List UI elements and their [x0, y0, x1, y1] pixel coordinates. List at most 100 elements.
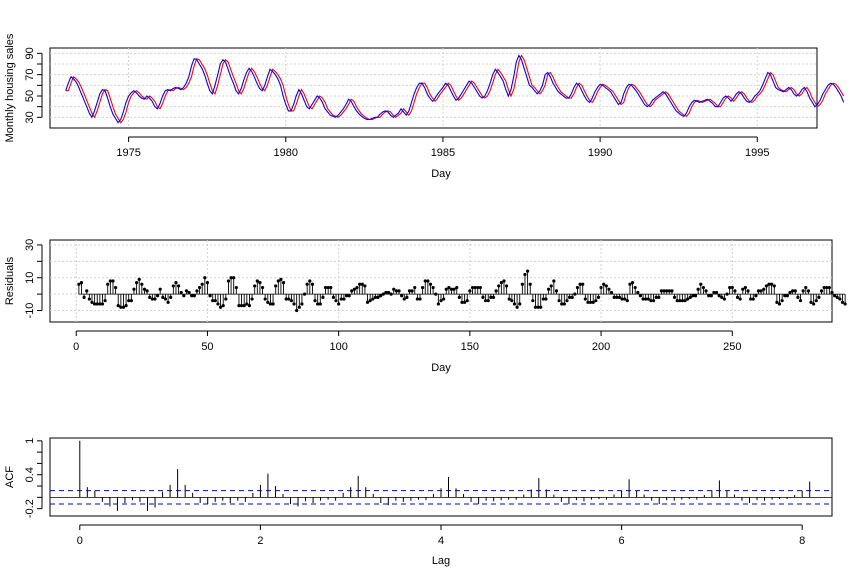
residual-point [620, 297, 624, 301]
residual-point [549, 284, 553, 288]
residual-point [195, 289, 199, 293]
residual-point [833, 294, 837, 298]
residual-point [268, 302, 273, 306]
residual-point [835, 295, 839, 299]
residual-point [770, 282, 774, 286]
residual-point [95, 302, 99, 306]
residual-point [525, 269, 530, 273]
residual-point [108, 279, 112, 283]
residual-point [502, 279, 506, 283]
residual-point [318, 302, 322, 306]
residual-point [714, 290, 719, 295]
residual-point [363, 284, 367, 288]
residual-point [583, 297, 587, 301]
residual-point [145, 289, 149, 293]
residual-point [457, 295, 461, 299]
residual-point [607, 287, 611, 291]
residual-point [292, 302, 296, 306]
residual-point [232, 276, 236, 280]
residual-point [310, 282, 315, 286]
residual-point [347, 294, 351, 298]
residual-point [85, 289, 89, 293]
residual-point [722, 297, 727, 301]
residual-point [581, 282, 585, 286]
residual-point [313, 299, 317, 303]
residual-point [746, 289, 750, 293]
residual-point [365, 300, 370, 304]
acf-confidence-bounds [50, 490, 832, 505]
residual-point [523, 272, 527, 277]
residual-point [560, 302, 564, 306]
residual-point [662, 289, 666, 293]
residual-point [591, 300, 595, 304]
residual-point [657, 295, 661, 299]
residual-point [609, 290, 614, 295]
residual-point [546, 287, 551, 291]
residual-point [134, 281, 139, 285]
residual-point [116, 304, 120, 308]
residual-point [699, 282, 703, 286]
residual-point [843, 302, 847, 306]
residual-point [132, 287, 136, 291]
residual-point [596, 295, 601, 299]
residual-point [260, 285, 265, 290]
residual-point [644, 297, 648, 301]
residual-point [148, 295, 152, 299]
residual-point [237, 304, 241, 308]
residual-point [557, 299, 561, 303]
residual-point [358, 282, 362, 286]
residual-point [447, 285, 451, 290]
residual-point [814, 299, 818, 303]
residual-point [258, 281, 262, 285]
x-axis-sales: 1975 1980 1985 1990 1995 [116, 136, 770, 159]
y-tick-label-residuals: -10 [24, 303, 36, 319]
x-tick-label-sales: 1975 [116, 147, 140, 159]
residual-point [436, 302, 440, 306]
residual-point [751, 297, 755, 301]
y-tick-label-sales: 90 [24, 47, 36, 59]
residual-point [654, 295, 658, 299]
residual-point [725, 292, 729, 296]
residual-point [208, 294, 212, 298]
residual-point [253, 284, 257, 288]
residual-point [827, 285, 831, 290]
residual-point [473, 285, 477, 290]
x-tick-label-sales: 1990 [588, 147, 612, 159]
residual-point [224, 297, 228, 301]
residual-point [659, 289, 664, 293]
residual-point [344, 294, 349, 298]
residual-point [255, 279, 259, 283]
residual-point [602, 282, 606, 286]
residual-point [334, 299, 338, 303]
x-axis-acf: 0 2 4 6 8 [77, 524, 805, 547]
residual-point [439, 299, 443, 303]
residual-point [518, 302, 522, 306]
residual-point [709, 294, 713, 298]
residual-point [465, 299, 469, 303]
residual-point [481, 295, 485, 299]
residual-point [452, 287, 456, 291]
residual-point [693, 294, 698, 298]
x-tick-label-acf: 8 [799, 535, 805, 547]
residual-point [646, 297, 650, 301]
residual-point [386, 290, 391, 295]
y-tick-label-residuals: 30 [24, 239, 36, 251]
residual-point [641, 297, 645, 301]
residual-point [140, 282, 144, 286]
residual-point [355, 285, 359, 290]
residual-point [234, 285, 238, 290]
residual-point [588, 300, 593, 304]
residual-point [825, 285, 829, 290]
residual-point [638, 294, 643, 298]
residual-point [520, 282, 524, 286]
residual-point [150, 297, 154, 301]
residual-point [575, 285, 580, 290]
residual-point [402, 297, 406, 301]
residual-point [796, 295, 800, 299]
residual-point [331, 295, 336, 299]
plot-frame-acf [49, 437, 833, 517]
residual-point [263, 297, 267, 301]
grid-residuals [50, 240, 832, 322]
x-axis-label-sales: Day [431, 168, 451, 180]
x-tick-label-residuals: 100 [329, 341, 347, 353]
